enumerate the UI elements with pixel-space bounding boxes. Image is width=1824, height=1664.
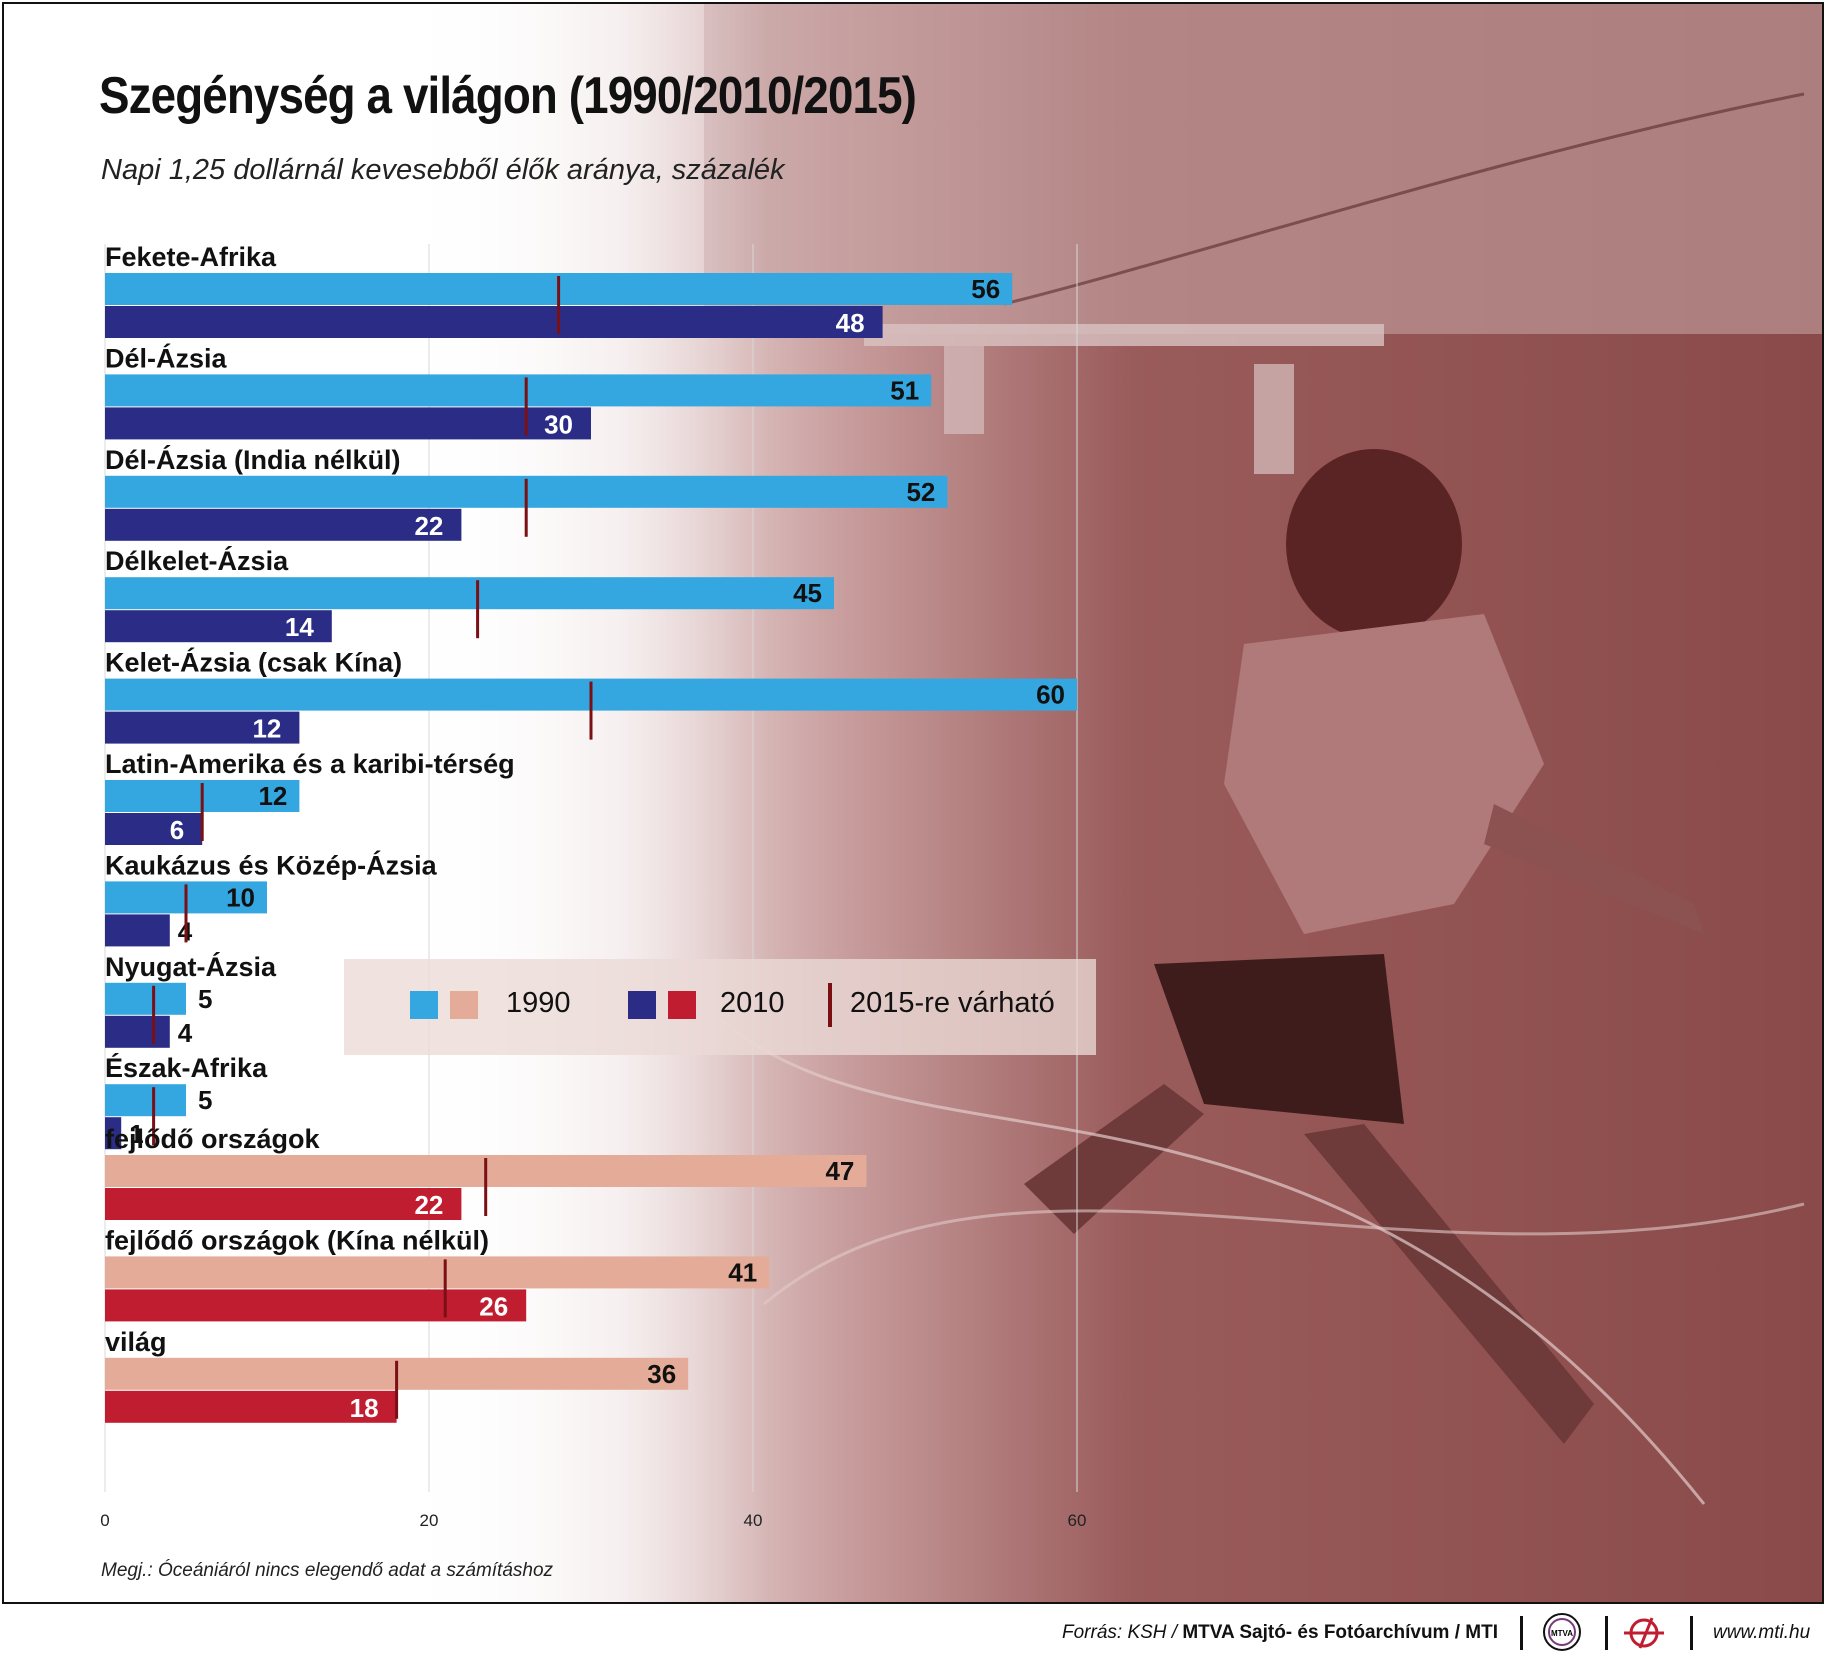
legend: 1990 2010 2015-re várható [344,959,1096,1055]
bar-2010 [105,306,883,338]
bar-1990 [105,982,186,1015]
bar-2010 [105,508,462,541]
mti-logo-icon [1624,1617,1664,1649]
value-label-2010: 1 [129,1119,143,1149]
legend-label-2010: 2010 [720,987,785,1019]
category-label: fejlődő országok (Kína nélkül) [105,1225,489,1255]
bar-2010 [105,610,332,643]
target-2015-marker [524,377,528,436]
bar-1990 [105,577,834,610]
value-label-1990: 52 [906,477,935,507]
bar-2010 [105,914,170,947]
value-label-1990: 56 [971,274,1000,304]
target-2015-marker [476,580,480,639]
bar-2010 [105,1390,397,1423]
target-2015-marker [152,985,156,1044]
source-credit: Forrás: KSH / MTVA Sajtó- és Fotóarchívu… [1062,1622,1498,1644]
target-2015-marker [200,783,204,841]
value-label-2010: 12 [252,714,281,744]
category-label: Fekete-Afrika [105,242,277,272]
target-2015-marker [184,884,188,943]
x-tick-label: 0 [100,1511,109,1530]
value-label-1990: 45 [793,578,822,608]
legend-swatch-1990-region [410,991,438,1019]
website-link[interactable]: www.mti.hu [1713,1622,1811,1643]
category-label: Kaukázus és Közép-Ázsia [105,849,438,880]
bar-2010 [105,407,591,440]
value-label-2010: 14 [285,612,314,642]
footer-separator [1520,1616,1523,1650]
value-label-2010: 6 [170,815,184,845]
bar-1990 [105,374,932,407]
mtva-logo-text: MTVA [1551,1629,1573,1638]
value-label-1990: 41 [728,1257,757,1287]
target-2015-marker [524,478,528,537]
source-main: MTVA Sajtó- és Fotóarchívum / MTI [1182,1622,1498,1643]
value-label-2010: 22 [414,1190,443,1220]
value-label-2010: 48 [836,308,865,338]
category-label: Délkelet-Ázsia [105,545,289,576]
legend-marker-2015 [828,983,832,1027]
bar-2010 [105,1117,122,1150]
value-label-2010: 18 [350,1393,379,1423]
bar-2010 [105,813,203,845]
category-label: Dél-Ázsia (India nélkül) [105,444,401,475]
footnote: Megj.: Óceániáról nincs elegendő adat a … [101,1560,554,1581]
bar-1990 [105,1256,770,1289]
bar-1990 [105,1084,186,1117]
legend-swatch-1990-aggregate [450,991,478,1019]
category-label: Kelet-Ázsia (csak Kína) [105,647,402,678]
value-label-2010: 4 [178,1018,193,1048]
legend-label-1990: 1990 [506,987,571,1019]
target-2015-marker [557,276,561,334]
chart-subtitle: Napi 1,25 dollárnál kevesebből élők arán… [101,154,785,186]
category-label: világ [105,1327,167,1357]
value-label-2010: 22 [414,511,443,541]
x-tick-label: 40 [744,1511,763,1530]
background-photo [4,4,1822,1602]
target-2015-marker [395,1360,399,1419]
footer: Forrás: KSH / MTVA Sajtó- és Fotóarchívu… [0,1602,1824,1664]
footer-separator [1690,1616,1693,1650]
category-label: Dél-Ázsia [105,342,228,373]
infographic-frame: Szegénység a világon (1990/2010/2015) Na… [2,2,1824,1604]
value-label-2010: 26 [479,1291,508,1321]
legend-label-2015: 2015-re várható [850,987,1055,1019]
target-2015-marker [152,1087,156,1146]
bar-2010 [105,1015,170,1048]
value-label-1990: 12 [258,781,287,811]
mtva-logo-icon: MTVA [1543,1613,1581,1651]
target-2015-marker [484,1158,488,1216]
footer-separator [1605,1616,1608,1650]
value-label-1990: 5 [198,984,212,1014]
category-label: Észak-Afrika [105,1052,268,1083]
category-label: fejlődő országok [105,1124,321,1154]
x-tick-label: 60 [1068,1511,1087,1530]
x-tick-label: 20 [420,1511,439,1530]
value-label-1990: 5 [198,1085,212,1115]
value-label-1990: 51 [890,375,919,405]
bar-2010 [105,1289,527,1322]
value-label-1990: 36 [647,1359,676,1389]
legend-swatch-2010-region [628,991,656,1019]
value-label-2010: 30 [544,409,573,439]
chart-title: Szegénység a világon (1990/2010/2015) [99,67,917,125]
bar-chart: 0 20 40 60Fekete-Afrika5648Dél-Ázsia5130Dél… [100,242,1087,1530]
target-2015-marker [589,681,593,740]
value-label-1990: 60 [1036,680,1065,710]
value-label-1990: 47 [825,1156,854,1186]
source-prefix: Forrás: KSH / [1062,1622,1178,1643]
category-label: Latin-Amerika és a karibi-térség [105,749,515,779]
bar-2010 [105,1188,462,1220]
legend-swatch-2010-aggregate [668,991,696,1019]
value-label-1990: 10 [226,882,255,912]
target-2015-marker [443,1259,447,1318]
bar-2010 [105,711,300,744]
category-label: Nyugat-Ázsia [105,951,277,982]
